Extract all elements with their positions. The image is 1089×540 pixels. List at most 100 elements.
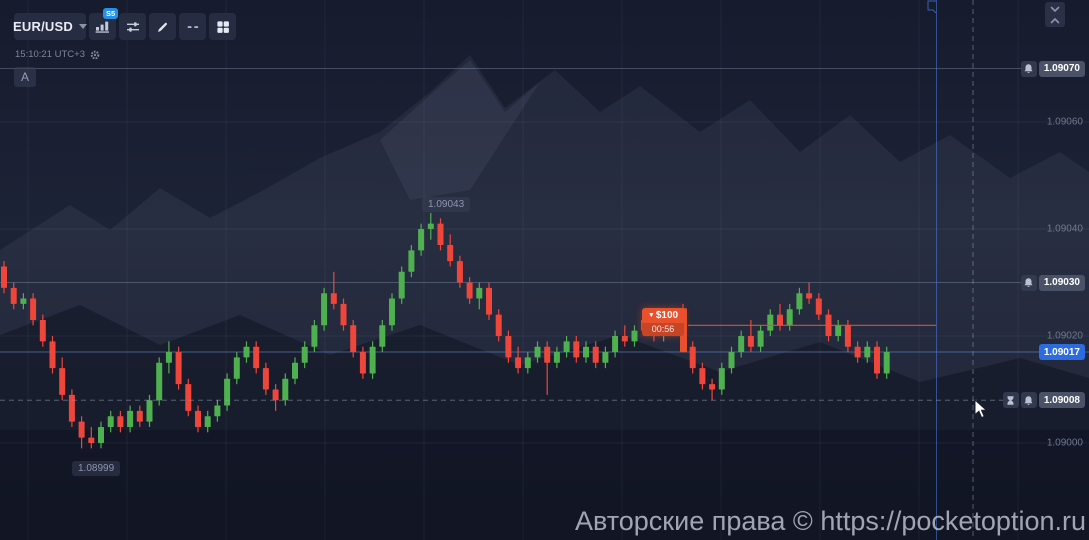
brush-icon [157,22,167,32]
candle-body [20,298,27,304]
candle-body [612,336,619,353]
chevron-down-button[interactable] [1047,4,1063,15]
candle-body [883,352,890,374]
candle-body [146,400,153,422]
candle-body [835,325,842,336]
candle-body [699,368,706,385]
candle-body [515,357,522,369]
price-tick: 1.09020 [1046,330,1083,342]
candle-body [127,410,134,427]
bell-icon [1024,278,1033,287]
trade-amount: $100 [655,310,679,322]
candle-body [68,394,75,422]
candle-body [844,325,851,347]
candle-body [59,368,66,395]
grid-icon [216,20,229,33]
mouse-cursor [974,399,988,419]
chevron-up-icon [1050,17,1060,23]
trade-position-marker[interactable]: ▼ $100 00:56 [642,308,684,337]
sliders-icon [126,21,139,32]
bell-icon [1024,64,1033,73]
alert-bell-button[interactable] [1020,274,1037,291]
caret-down-icon [78,24,87,29]
drawing-tools-button[interactable] [149,13,176,40]
candle-body [350,325,357,353]
chevron-down-icon [1050,6,1060,12]
candle-body [718,368,725,390]
candle-body [39,319,46,342]
candle-body [107,416,114,427]
candle-body [854,346,861,358]
crosshair-price-row: 1.09008 [1002,392,1085,409]
hourglass-icon [1007,395,1014,405]
current-price-label: 1.09017 [1038,344,1085,361]
alert-price-box[interactable]: 1.09030 [1038,274,1085,291]
annotation-marker-a[interactable]: A [14,67,36,87]
candle-body [534,346,541,358]
candle-body [815,298,822,315]
pending-order-button[interactable] [1002,392,1019,409]
candle-body [447,245,454,262]
candle-body [592,346,599,363]
candle-body [359,352,366,374]
candle-body [330,293,337,304]
symbol-label: EUR/USD [13,19,73,34]
candle-body [78,421,85,438]
candle-body [311,325,318,347]
clock-row: 15:10:21 UTC+3 [15,49,100,60]
candle-body [486,287,492,315]
alert-row-0: 1.09070 [1020,60,1085,77]
candle-body [292,362,298,379]
candle-body [767,314,774,331]
candle-body [427,223,434,229]
price-tick: 1.09060 [1046,116,1083,128]
gear-icon[interactable] [90,50,100,60]
candle-body [204,416,211,427]
candle-body [777,314,783,326]
candle-body [49,341,56,369]
candle-body [224,378,231,406]
price-tick: 1.09000 [1046,437,1083,449]
candle-body [553,352,560,363]
candle-body [466,282,473,299]
price-tick: 1.09040 [1046,223,1083,235]
candle-body [389,298,395,326]
candle-body [30,298,37,320]
candle-body [233,357,240,379]
chevron-up-button[interactable] [1047,15,1063,26]
candle-body [340,303,347,326]
horizontal-line-tool-button[interactable] [179,13,206,40]
candle-body [398,271,405,299]
alert-row-1: 1.09030 [1020,274,1085,291]
alert-bell-button[interactable] [1020,392,1037,409]
candle-body [195,410,201,427]
crosshair-price-box: 1.09008 [1038,392,1085,409]
candle-body [136,410,143,422]
candle-body [262,368,269,390]
alert-price-box[interactable]: 1.09070 [1038,60,1085,77]
candle-body [243,346,250,358]
candle-body [185,384,192,411]
candle-body [408,250,415,272]
layout-grid-button[interactable] [209,13,236,40]
candle-body [476,287,483,299]
trade-direction-amount: ▼ $100 [642,308,684,323]
candle-body [98,426,104,443]
candle-body [806,293,813,299]
candle-body [272,389,279,401]
candle-body [709,384,716,390]
indicators-button[interactable] [119,13,146,40]
candle-body [757,330,764,347]
candle-body [418,229,425,251]
candle-body [379,325,386,347]
candle-body [505,336,512,358]
candle-body [1,266,7,288]
down-arrow-icon: ▼ [647,312,655,320]
candle-body [524,357,531,369]
purchase-time-flag [927,0,937,14]
alert-bell-button[interactable] [1020,60,1037,77]
symbol-selector-button[interactable]: EUR/USD [13,13,87,40]
candle-body [621,336,628,342]
